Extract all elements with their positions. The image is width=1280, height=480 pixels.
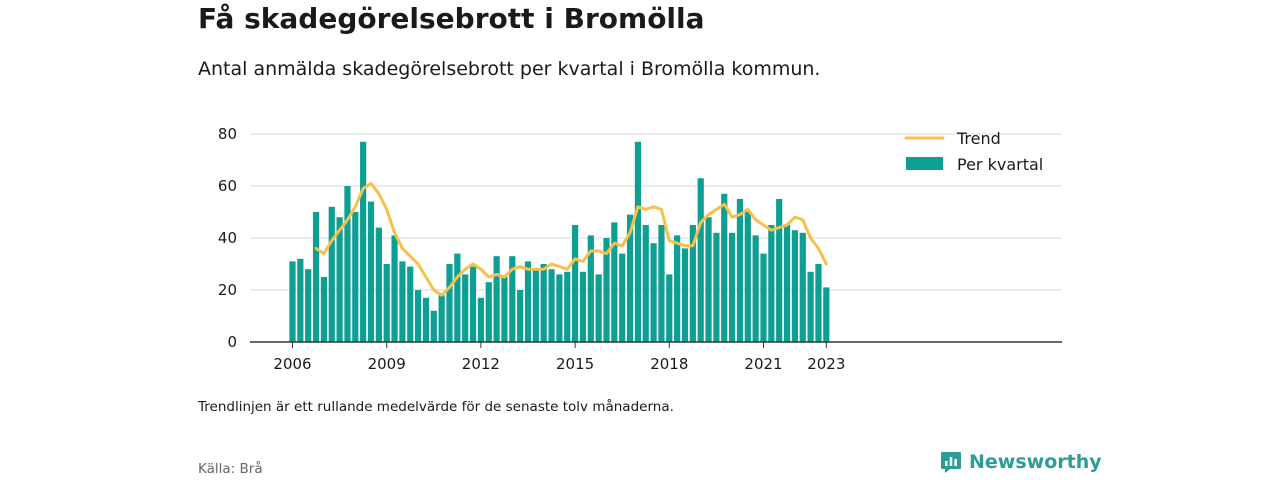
legend-trend-label: Trend <box>956 129 1001 148</box>
brand-name: Newsworthy <box>969 451 1102 473</box>
bar <box>462 274 469 342</box>
bar <box>776 199 783 342</box>
bar <box>634 141 641 342</box>
bar <box>391 235 398 342</box>
brand-logo[interactable]: Newsworthy <box>940 451 1102 473</box>
chart-subtitle: Antal anmälda skadegörelsebrott per kvar… <box>198 58 821 80</box>
trend-line-layer <box>314 181 828 297</box>
x-tick-label: 2006 <box>273 355 311 373</box>
x-tick-label: 2009 <box>368 355 406 373</box>
bar <box>469 266 477 342</box>
bar <box>697 178 704 342</box>
bars <box>289 141 830 342</box>
bar <box>791 230 798 342</box>
bar <box>548 269 555 342</box>
bar <box>532 269 539 342</box>
trend-line <box>314 181 828 297</box>
x-tick-label: 2023 <box>807 355 845 373</box>
bar <box>305 269 312 342</box>
bar <box>352 212 359 342</box>
bar <box>729 232 736 342</box>
bar <box>336 217 343 342</box>
bar <box>650 243 657 342</box>
bar <box>626 214 634 342</box>
bar <box>367 201 375 342</box>
bar <box>454 253 461 342</box>
bar <box>312 212 320 342</box>
bar <box>807 271 814 342</box>
x-tick-label: 2021 <box>744 355 782 373</box>
x-tick-label: 2018 <box>650 355 688 373</box>
bar <box>815 264 822 342</box>
bar <box>619 253 626 342</box>
bar <box>360 141 367 342</box>
bar <box>297 258 304 342</box>
y-tick-label: 80 <box>218 125 237 143</box>
bar <box>642 225 649 342</box>
bar <box>422 297 430 342</box>
legend-bar-label: Per kvartal <box>957 155 1043 174</box>
bar <box>407 266 414 342</box>
bar <box>501 277 508 342</box>
bar-chart-speech-bubble-icon <box>941 452 961 473</box>
legend: Trend Per kvartal <box>904 129 1043 174</box>
bar <box>383 264 390 342</box>
bar <box>572 225 579 342</box>
bar <box>689 225 696 342</box>
bar <box>564 271 571 342</box>
bar <box>721 193 728 342</box>
bar <box>823 287 830 342</box>
bar <box>289 261 296 342</box>
axes: 0 20 40 60 80 2006 2009 2012 2015 2018 2021 2023 <box>218 125 1062 373</box>
x-tick-label: 2012 <box>462 355 500 373</box>
bar <box>524 261 532 342</box>
bar <box>603 238 610 342</box>
bar <box>705 217 712 342</box>
bar <box>446 264 453 342</box>
bar <box>744 212 751 342</box>
bar <box>752 235 759 342</box>
legend-bar-swatch <box>906 157 943 170</box>
bar <box>493 256 500 342</box>
bar <box>399 261 406 342</box>
bar <box>658 225 665 342</box>
y-tick-label: 40 <box>218 229 237 247</box>
bar <box>320 277 327 342</box>
bar <box>375 227 382 342</box>
bar <box>587 235 594 342</box>
y-tick-label: 0 <box>227 333 237 351</box>
bar <box>556 274 563 342</box>
chart-title: Få skadegörelsebrott i Bromölla <box>198 2 705 35</box>
bar <box>666 274 673 342</box>
footnote: Trendlinjen är ett rullande medelvärde f… <box>198 399 674 415</box>
y-tick-label: 60 <box>218 177 237 195</box>
bar <box>344 186 351 342</box>
bar <box>713 232 720 342</box>
bar <box>760 253 767 342</box>
bar <box>768 225 775 342</box>
bar <box>799 232 806 342</box>
bar <box>509 256 516 342</box>
bar <box>783 225 791 342</box>
x-tick-label: 2015 <box>556 355 594 373</box>
bar <box>438 295 445 342</box>
bar <box>674 235 681 342</box>
bar <box>517 290 524 342</box>
bar <box>485 282 492 342</box>
bar <box>477 297 484 342</box>
bar <box>430 310 437 342</box>
source-label: Källa: Brå <box>198 461 263 477</box>
bar <box>328 206 335 342</box>
bar <box>736 199 744 342</box>
y-tick-label: 20 <box>218 281 237 299</box>
bar <box>415 290 422 342</box>
bar <box>681 248 689 342</box>
bar <box>611 222 618 342</box>
bar <box>579 271 587 342</box>
bar <box>595 274 602 342</box>
bar <box>540 264 547 342</box>
